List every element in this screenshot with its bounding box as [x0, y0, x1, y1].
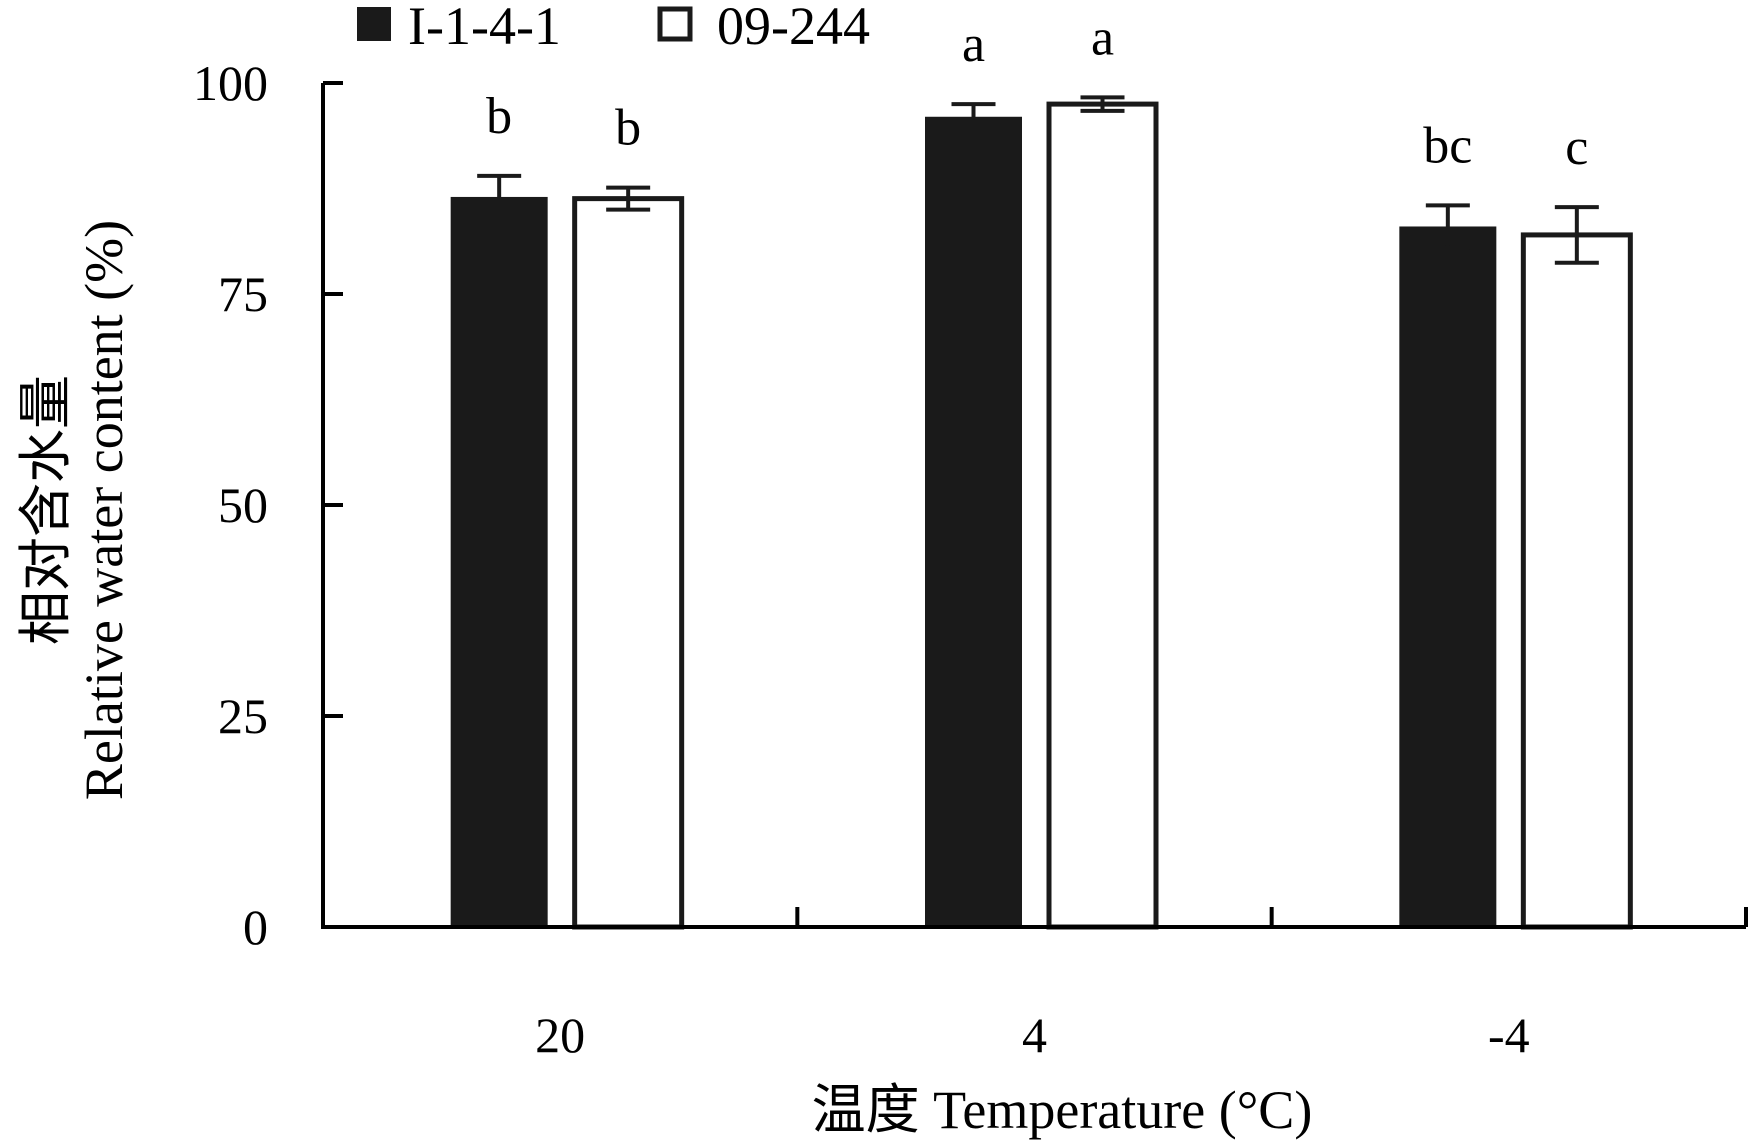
y-tick-label-50: 50: [218, 477, 268, 533]
y-tick-label-75: 75: [218, 266, 268, 322]
significance-label-09-244-4: c: [1565, 119, 1588, 176]
y-tick-label-0: 0: [243, 899, 268, 955]
bar-i-1-4-1-4: [925, 116, 1022, 927]
significance-labels: b b a a bc c: [486, 9, 1588, 176]
y-axis-ticks: 0 25 50 75 100: [193, 55, 343, 955]
bar-09-244-4: [1046, 101, 1159, 930]
x-tick-label-4: 4: [1022, 1007, 1047, 1063]
significance-label-09-244-20: b: [615, 100, 641, 157]
x-axis-ticks: 20 4 -4: [535, 907, 1748, 1063]
error-bars: [477, 95, 1599, 265]
y-tick-label-100: 100: [193, 55, 268, 111]
x-tick-label-4: -4: [1488, 1007, 1530, 1063]
x-axis-title: 温度 Temperature (°C): [812, 1080, 1313, 1140]
significance-label-i-1-4-1-20: b: [486, 88, 512, 145]
legend: I-1-4-1 09-244: [357, 0, 870, 56]
bar-i-1-4-1-4: [1399, 226, 1497, 928]
bars: [450, 101, 1633, 930]
significance-label-i-1-4-1-4: bc: [1423, 117, 1472, 174]
bar-09-244-20: [572, 196, 685, 930]
legend-swatch-i-1-4-1: [357, 7, 391, 41]
y-axis-title: Relative water content (%) 相对含水量: [16, 220, 134, 800]
significance-label-09-244-4: a: [1091, 9, 1114, 66]
bar-09-244-4: [1520, 232, 1633, 930]
significance-label-i-1-4-1-4: a: [962, 16, 985, 73]
legend-label-i-1-4-1: I-1-4-1: [408, 0, 561, 56]
legend-swatch-09-244: [657, 6, 693, 42]
bar-i-1-4-1-20: [450, 196, 548, 927]
y-axis-title-chinese: 相对含水量: [16, 375, 76, 645]
y-axis-title-english: Relative water content (%): [74, 220, 134, 800]
y-tick-label-25: 25: [218, 688, 268, 744]
legend-label-09-244: 09-244: [717, 0, 870, 56]
x-tick-label-20: 20: [535, 1007, 585, 1063]
